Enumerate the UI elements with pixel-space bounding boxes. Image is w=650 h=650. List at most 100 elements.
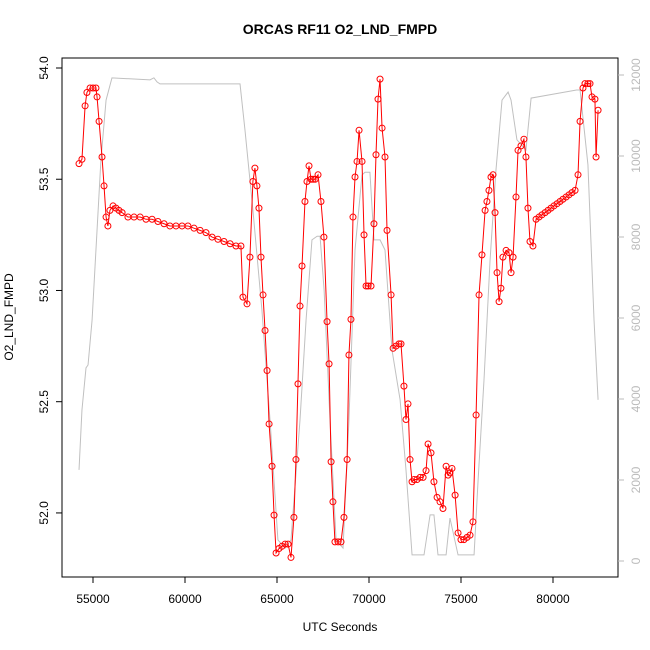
data-point xyxy=(485,186,493,194)
data-line xyxy=(78,79,599,558)
data-point xyxy=(397,340,405,348)
data-point xyxy=(320,233,328,241)
data-point xyxy=(95,117,103,125)
x-tick-label: 70000 xyxy=(352,592,386,606)
data-point xyxy=(89,84,97,92)
data-point xyxy=(374,95,382,103)
data-point xyxy=(522,153,530,161)
data-point xyxy=(579,84,587,92)
data-point xyxy=(317,197,325,205)
data-point xyxy=(351,173,359,181)
data-point xyxy=(509,253,517,261)
data-point xyxy=(481,206,489,214)
data-point xyxy=(263,367,271,375)
data-point xyxy=(220,238,228,246)
data-point xyxy=(303,177,311,185)
y2-tick-label: 2000 xyxy=(629,466,643,493)
data-point xyxy=(239,293,247,301)
data-point xyxy=(93,93,101,101)
data-point xyxy=(430,478,438,486)
data-point xyxy=(284,540,292,548)
data-point xyxy=(372,151,380,159)
data-point xyxy=(148,215,156,223)
data-point xyxy=(226,240,234,248)
data-point xyxy=(586,80,594,88)
data-point xyxy=(439,504,447,512)
data-point xyxy=(290,513,298,521)
data-point xyxy=(102,213,110,221)
data-point xyxy=(505,249,513,257)
data-point xyxy=(444,471,452,479)
data-point xyxy=(381,153,389,161)
data-point xyxy=(287,553,295,561)
data-point xyxy=(448,464,456,472)
data-point xyxy=(345,351,353,359)
data-point xyxy=(118,209,126,217)
data-point xyxy=(574,171,582,179)
y-tick-label: 53.0 xyxy=(37,278,51,302)
y-axis-label: O2_LND_FMPD xyxy=(2,273,16,361)
data-point xyxy=(259,291,267,299)
data-point xyxy=(364,282,372,290)
data-point xyxy=(246,253,254,261)
data-point xyxy=(251,164,259,172)
x-tick-label: 80000 xyxy=(536,592,570,606)
data-point xyxy=(349,213,357,221)
y2-tick-label: 12000 xyxy=(629,58,643,92)
data-point xyxy=(483,197,491,205)
y-tick-label: 53.5 xyxy=(37,167,51,191)
data-point xyxy=(524,204,532,212)
data-point xyxy=(249,177,257,185)
data-point xyxy=(265,420,273,428)
x-tick-label: 60000 xyxy=(168,592,202,606)
data-point xyxy=(512,193,520,201)
data-point xyxy=(376,75,384,83)
data-point xyxy=(347,315,355,323)
data-point xyxy=(454,529,462,537)
x-tick-label: 55000 xyxy=(76,592,110,606)
data-point xyxy=(419,473,427,481)
data-point xyxy=(253,182,261,190)
data-point xyxy=(327,458,335,466)
data-point xyxy=(329,498,337,506)
data-point xyxy=(214,235,222,243)
data-point xyxy=(472,411,480,419)
data-point xyxy=(337,538,345,546)
data-point xyxy=(270,511,278,519)
data-point xyxy=(493,269,501,277)
data-point xyxy=(340,513,348,521)
data-point xyxy=(436,498,444,506)
data-point xyxy=(402,415,410,423)
data-point xyxy=(98,153,106,161)
data-point xyxy=(75,160,83,168)
data-point xyxy=(416,473,424,481)
x-tick-label: 75000 xyxy=(444,592,478,606)
data-point xyxy=(184,222,192,230)
data-point xyxy=(309,175,317,183)
data-point xyxy=(261,327,269,335)
data-point xyxy=(592,153,600,161)
data-point xyxy=(257,253,265,261)
y2-tick-label: 0 xyxy=(629,557,643,564)
data-point xyxy=(395,340,403,348)
y2-tick-label: 4000 xyxy=(629,385,643,412)
data-point xyxy=(362,282,370,290)
data-point xyxy=(451,491,459,499)
data-point xyxy=(202,229,210,237)
data-point xyxy=(497,284,505,292)
y2-tick-label: 6000 xyxy=(629,304,643,331)
y-tick-label: 54.0 xyxy=(37,56,51,80)
data-point xyxy=(442,462,450,470)
data-point xyxy=(406,456,414,464)
data-point xyxy=(307,175,315,183)
data-point xyxy=(499,253,507,261)
data-point xyxy=(325,360,333,368)
data-point xyxy=(92,84,100,92)
data-point xyxy=(517,142,525,150)
data-point xyxy=(383,226,391,234)
data-point xyxy=(237,242,245,250)
data-point xyxy=(78,155,86,163)
plot-frame xyxy=(61,57,619,578)
data-line xyxy=(78,77,599,556)
